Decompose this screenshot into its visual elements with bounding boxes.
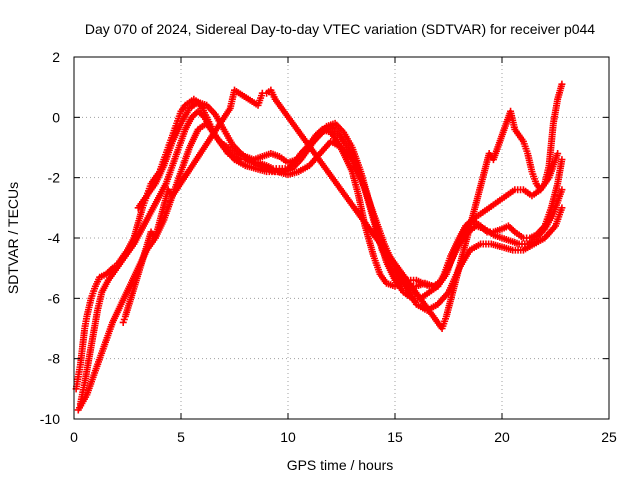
data-point-marker — [558, 80, 566, 88]
data-point-marker — [558, 204, 566, 212]
y-tick-label: -4 — [48, 230, 61, 246]
axis-ticks — [73, 56, 610, 420]
x-tick-label: 10 — [280, 429, 296, 445]
y-tick-label: -10 — [40, 411, 60, 427]
data-point-marker — [558, 186, 566, 194]
y-tick-label: 2 — [52, 49, 60, 65]
data-point-marker — [558, 156, 566, 164]
y-tick-label: 0 — [52, 109, 60, 125]
y-tick-label: -6 — [48, 290, 61, 306]
y-tick-label: -8 — [48, 351, 61, 367]
data-points — [72, 80, 566, 414]
y-tick-label: -2 — [48, 170, 61, 186]
x-tick-label: 15 — [387, 429, 403, 445]
data-point-marker — [554, 150, 562, 158]
y-axis-label: SDTVAR / TECUs — [5, 182, 21, 294]
chart-title: Day 070 of 2024, Sidereal Day-to-day VTE… — [85, 21, 595, 37]
x-tick-label: 20 — [494, 429, 510, 445]
x-tick-label: 5 — [177, 429, 185, 445]
x-tick-label: 25 — [601, 429, 617, 445]
x-tick-label: 0 — [70, 429, 78, 445]
x-axis-label: GPS time / hours — [287, 457, 394, 473]
tick-labels: 0 5 10 15 20 25 -10 -8 -6 -4 -2 0 2 — [40, 49, 617, 445]
